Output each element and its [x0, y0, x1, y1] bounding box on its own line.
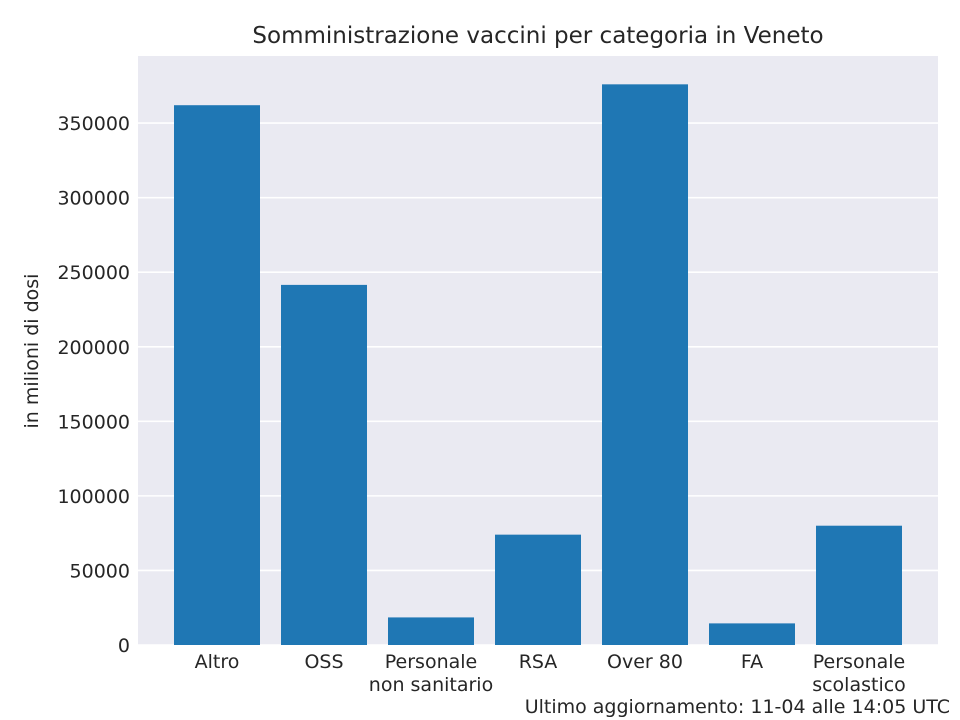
- x-tick-label: Over 80: [607, 651, 683, 673]
- y-tick-label: 200000: [57, 337, 130, 359]
- bar: [709, 623, 795, 645]
- x-tick-label-line: FA: [741, 651, 763, 673]
- bar: [816, 525, 902, 645]
- y-tick-label: 150000: [57, 411, 130, 433]
- bars: [174, 84, 902, 646]
- x-tick-label-line: OSS: [304, 651, 343, 673]
- bar: [388, 617, 474, 645]
- y-tick-label: 350000: [57, 113, 130, 135]
- x-tick-label-line: non sanitario: [369, 674, 493, 696]
- y-tick-label: 0: [118, 635, 130, 657]
- y-tick-label: 50000: [70, 560, 130, 582]
- x-tick-label-line: Personale: [385, 651, 477, 673]
- x-tick-label: Personale non sanitario: [369, 651, 493, 696]
- y-axis-label: in milioni di dosi: [21, 274, 43, 429]
- x-tick-label: FA: [741, 651, 763, 673]
- y-tick-label: 250000: [57, 262, 130, 284]
- x-tick-label: OSS: [304, 651, 343, 673]
- y-tick-label: 100000: [57, 486, 130, 508]
- bar: [174, 105, 260, 646]
- x-tick-label-line: Altro: [195, 651, 240, 673]
- y-tick-labels: 0 50000 100000 150000 200000 250000 300000 3500…: [57, 113, 130, 657]
- x-tick-label-line: scolastico: [812, 674, 906, 696]
- y-tick-label: 300000: [57, 188, 130, 210]
- bar: [495, 534, 581, 645]
- x-tick-label: Personale scolastico: [812, 651, 906, 696]
- chart-title: Somministrazione vaccini per categoria i…: [252, 23, 823, 49]
- x-tick-label-line: RSA: [519, 651, 558, 673]
- x-tick-label: Altro: [195, 651, 240, 673]
- x-tick-label: RSA: [519, 651, 558, 673]
- bar: [281, 284, 367, 645]
- x-tick-label-line: Personale: [813, 651, 905, 673]
- bar: [602, 84, 688, 645]
- x-tick-label-line: Over 80: [607, 651, 683, 673]
- last-update-footer: Ultimo aggiornamento: 11-04 alle 14:05 U…: [525, 696, 950, 718]
